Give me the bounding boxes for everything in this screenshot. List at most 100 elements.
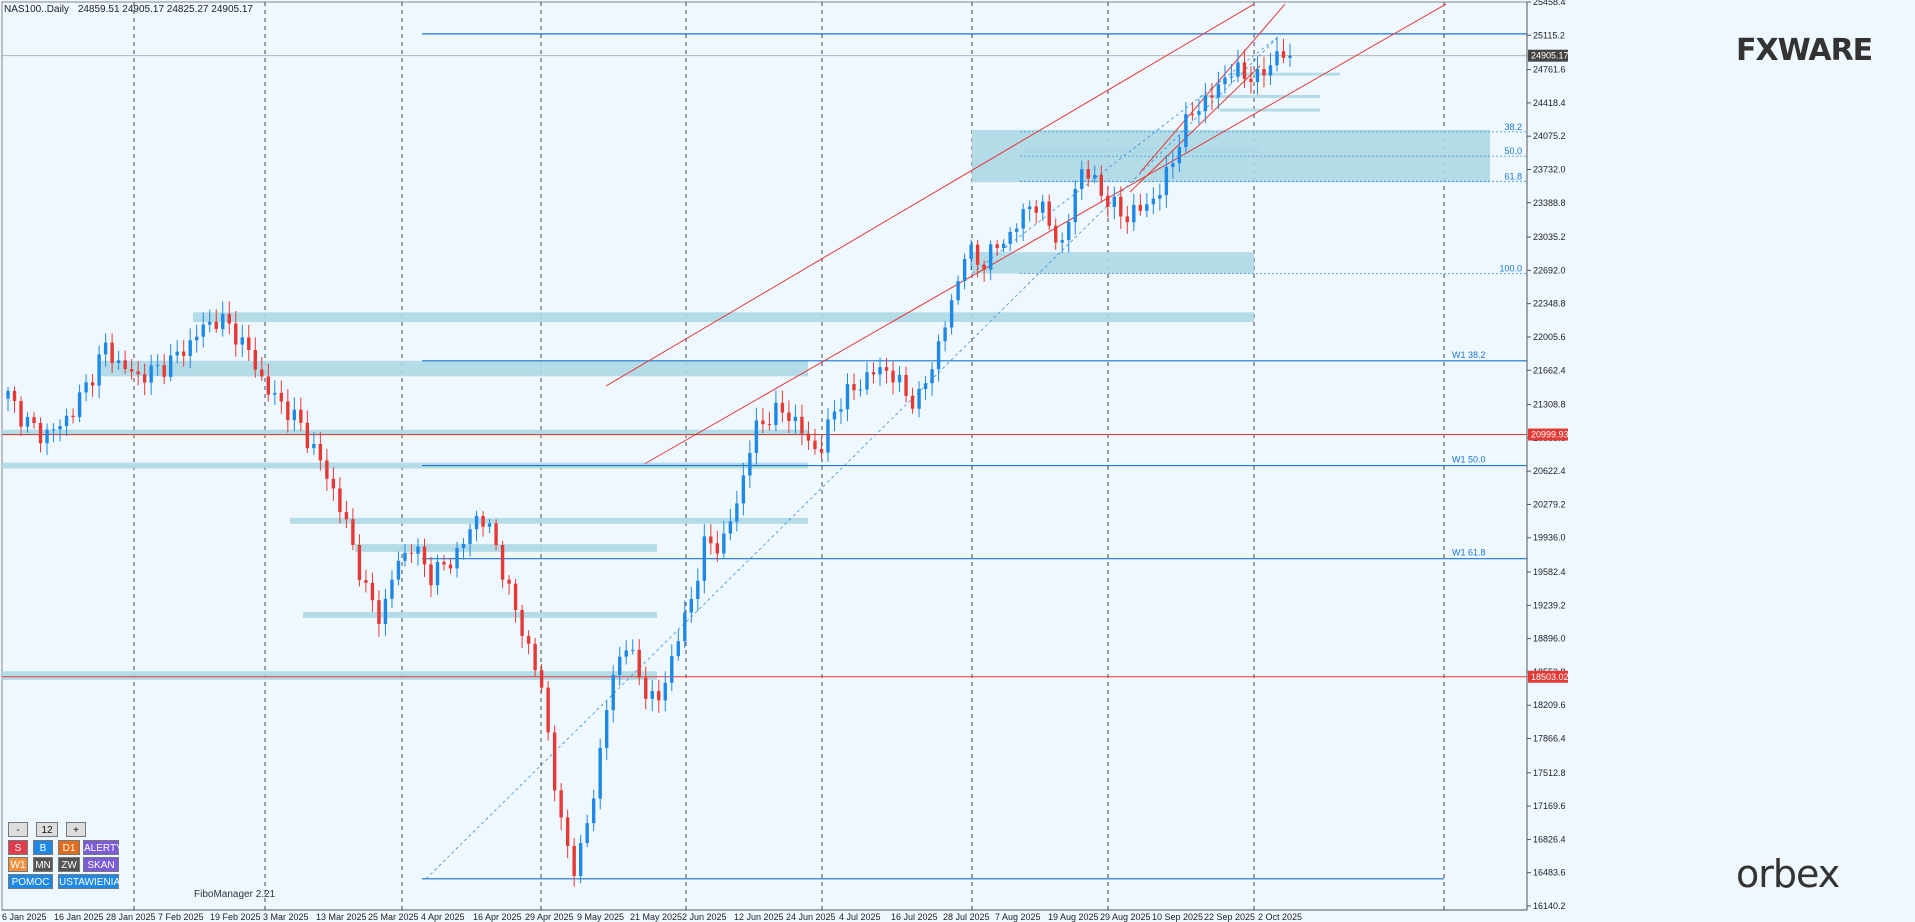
candle-body [605, 710, 609, 748]
candle-body [1288, 55, 1292, 58]
increase-button[interactable]: + [66, 822, 86, 837]
candle-body [552, 732, 557, 791]
candle-body [1184, 114, 1188, 148]
candle-body [129, 369, 134, 372]
time-tick-label: 19 Aug 2025 [1048, 912, 1099, 922]
candle-body [1125, 216, 1130, 223]
candle-body [103, 342, 108, 355]
time-tick-label: 25 Mar 2025 [368, 912, 419, 922]
time-tick-label: 4 Apr 2025 [421, 912, 465, 922]
candle-body [253, 349, 257, 370]
candle-body [819, 448, 824, 453]
candle-body [1281, 51, 1286, 58]
candle-body [891, 370, 895, 383]
d1-button[interactable]: D1 [58, 840, 80, 855]
price-tick-label: 24075.2 [1533, 131, 1566, 141]
chart-header: NAS100..Daily 24859.51 24905.17 24825.27… [4, 4, 253, 15]
price-tick-label: 19239.2 [1533, 600, 1566, 610]
channel-upper-line [605, 3, 1255, 387]
candle-body [279, 392, 284, 402]
buy-button[interactable]: B [33, 840, 53, 855]
candle-body [247, 337, 251, 350]
candle-body [448, 564, 453, 569]
candle-body [748, 453, 752, 476]
candle-body [767, 424, 772, 426]
candle-body [533, 643, 537, 671]
candle-body [917, 388, 921, 409]
candle-body [611, 674, 615, 711]
candle-body [923, 383, 928, 389]
candle-body [735, 503, 739, 522]
fxware-logo: FXWARE [1736, 33, 1873, 68]
alerts-button[interactable]: ALERTY [83, 840, 123, 855]
price-tick-label: 24418.4 [1533, 98, 1566, 108]
candle-body [12, 390, 17, 402]
price-tick-label: 20279.2 [1533, 499, 1566, 509]
candle-body [676, 641, 680, 657]
candle-body [670, 656, 674, 683]
candle-body [683, 612, 687, 642]
candle-body [709, 536, 713, 544]
candle-body [1216, 84, 1221, 98]
time-tick-label: 29 Apr 2025 [525, 912, 574, 922]
candle-body [429, 564, 433, 586]
candle-body [351, 519, 355, 545]
candle-body [110, 342, 114, 363]
zw-button[interactable]: ZW [58, 857, 80, 872]
mn-button[interactable]: MN [33, 857, 53, 872]
candle-body [318, 443, 323, 461]
candle-body [77, 392, 82, 418]
candle-body [650, 691, 654, 699]
price-tick-label: 22005.6 [1533, 332, 1566, 342]
candle-body [598, 747, 602, 799]
candle-body [1041, 201, 1045, 213]
zone [1230, 72, 1340, 76]
candle-body [195, 336, 199, 341]
symbol-label: NAS100..Daily [4, 4, 70, 15]
price-tick-label: 20622.4 [1533, 466, 1566, 476]
time-tick-label: 22 Sep 2025 [1204, 912, 1255, 922]
candle-body [806, 433, 811, 441]
candle-body [832, 411, 837, 420]
w1-button[interactable]: W1 [8, 857, 28, 872]
candle-body [19, 401, 23, 427]
candle-body [97, 354, 101, 386]
candle-body [943, 327, 947, 342]
candle-body [38, 423, 43, 444]
price-tick-label: 16826.4 [1533, 834, 1566, 844]
candle-body [461, 543, 466, 549]
price-tick-label: 22348.8 [1533, 299, 1566, 309]
candle-body [481, 515, 485, 527]
candle-body [910, 395, 915, 409]
candle-body [995, 244, 999, 249]
candle-body [845, 384, 850, 410]
decrease-button[interactable]: - [8, 822, 28, 837]
price-tick-label: 17169.6 [1533, 801, 1566, 811]
candle-body [90, 382, 95, 386]
candle-body [618, 656, 622, 675]
candle-body [455, 548, 459, 569]
candle-body [338, 488, 342, 513]
candle-body [364, 580, 368, 583]
scan-button[interactable]: SKAN [83, 857, 119, 872]
candle-body [1060, 240, 1064, 243]
time-tick-label: 16 Jan 2025 [54, 912, 104, 922]
candle-body [878, 367, 882, 375]
candle-body [1210, 95, 1214, 98]
candle-body [1021, 209, 1025, 229]
help-button[interactable]: POMOC [8, 874, 53, 889]
candle-body [1099, 174, 1103, 196]
candle-body [793, 416, 798, 421]
candle-body [155, 365, 160, 367]
sell-button[interactable]: S [8, 840, 28, 855]
candle-body [1255, 69, 1260, 83]
fib-diagonal-line [425, 35, 1281, 880]
settings-button[interactable]: USTAWIENIA [58, 874, 120, 889]
candle-body [774, 402, 778, 425]
candle-body [800, 416, 804, 434]
time-tick-label: 3 Mar 2025 [263, 912, 309, 922]
candle-body [1047, 201, 1051, 226]
channel-lower-line [644, 3, 1447, 465]
current-price-box [1528, 49, 1568, 62]
